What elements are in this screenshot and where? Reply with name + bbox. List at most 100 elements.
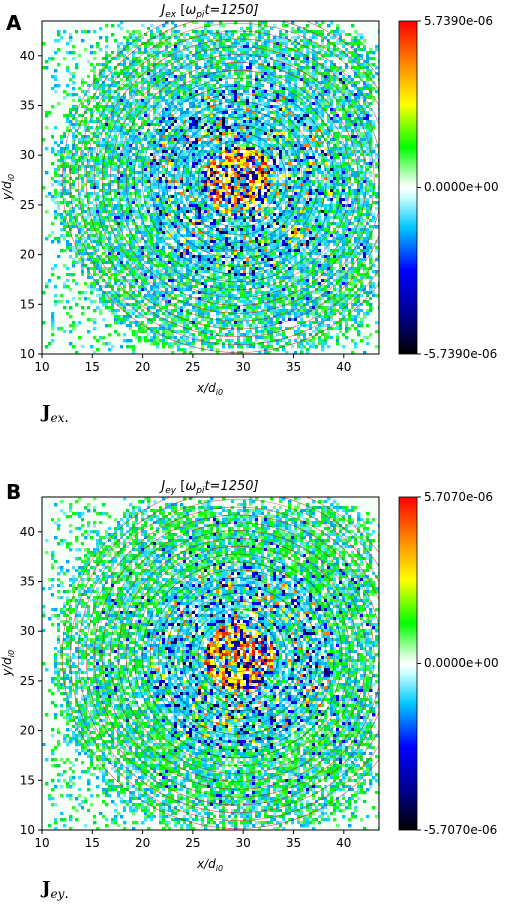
heatmap-cell bbox=[45, 111, 49, 115]
heatmap-cell bbox=[273, 72, 277, 76]
heatmap-cell bbox=[204, 42, 208, 46]
heatmap-cell bbox=[114, 150, 118, 154]
heatmap-cell bbox=[375, 144, 379, 148]
heatmap-cell bbox=[279, 150, 283, 154]
heatmap-cell bbox=[84, 144, 88, 148]
heatmap-cell bbox=[207, 120, 211, 124]
heatmap-cell bbox=[150, 132, 154, 136]
heatmap-cell bbox=[300, 156, 304, 160]
heatmap-cell bbox=[255, 117, 259, 121]
heatmap-cell bbox=[90, 117, 94, 121]
heatmap-cell bbox=[120, 21, 124, 25]
heatmap-cell bbox=[72, 102, 76, 106]
heatmap-cell bbox=[309, 162, 313, 166]
heatmap-cell bbox=[369, 75, 373, 79]
heatmap-cell bbox=[267, 108, 271, 112]
heatmap-cell bbox=[168, 120, 172, 124]
heatmap-cell bbox=[228, 72, 232, 76]
heatmap-cell bbox=[78, 102, 82, 106]
heatmap-cell bbox=[363, 45, 367, 49]
heatmap-cell bbox=[54, 81, 58, 85]
heatmap-cell bbox=[135, 72, 139, 76]
heatmap-cell bbox=[273, 99, 277, 103]
heatmap-cell bbox=[243, 84, 247, 88]
heatmap-cell bbox=[219, 87, 223, 91]
heatmap-cell bbox=[222, 156, 226, 160]
heatmap-cell bbox=[324, 156, 328, 160]
heatmap-cell bbox=[360, 78, 364, 82]
heatmap-cell bbox=[222, 159, 226, 163]
heatmap-cell bbox=[366, 165, 370, 169]
heatmap-cell bbox=[228, 144, 232, 148]
heatmap-cell bbox=[156, 72, 160, 76]
heatmap-cell bbox=[264, 123, 268, 127]
heatmap-cell bbox=[255, 99, 259, 103]
heatmap-cell bbox=[54, 69, 58, 73]
heatmap-cell bbox=[120, 75, 124, 79]
heatmap-cell bbox=[309, 138, 313, 142]
heatmap-cell bbox=[165, 174, 169, 178]
heatmap-cell bbox=[165, 57, 169, 61]
heatmap-cell bbox=[156, 93, 160, 97]
heatmap-cell bbox=[60, 60, 64, 64]
heatmap-cell bbox=[273, 24, 277, 28]
heatmap-cell bbox=[255, 87, 259, 91]
heatmap-cell bbox=[93, 84, 97, 88]
heatmap-cell bbox=[171, 105, 175, 109]
heatmap-cell bbox=[258, 57, 262, 61]
heatmap-cell bbox=[57, 144, 61, 148]
heatmap-cell bbox=[144, 171, 148, 175]
heatmap-cell bbox=[255, 57, 259, 61]
heatmap-cell bbox=[165, 129, 169, 133]
heatmap-cell bbox=[93, 159, 97, 163]
heatmap-cell bbox=[174, 174, 178, 178]
heatmap-cell bbox=[315, 57, 319, 61]
heatmap-cell bbox=[228, 138, 232, 142]
heatmap-cell bbox=[363, 90, 367, 94]
heatmap-cell bbox=[120, 114, 124, 118]
heatmap-cell bbox=[288, 48, 292, 52]
heatmap-cell bbox=[90, 60, 94, 64]
heatmap-cell bbox=[327, 72, 331, 76]
heatmap-cell bbox=[372, 123, 376, 127]
heatmap-cell bbox=[87, 141, 91, 145]
heatmap-cell bbox=[183, 114, 187, 118]
heatmap-cell bbox=[93, 138, 97, 142]
heatmap-cell bbox=[123, 60, 127, 64]
heatmap-cell bbox=[132, 117, 136, 121]
heatmap-cell bbox=[345, 156, 349, 160]
heatmap-cell bbox=[204, 132, 208, 136]
heatmap-cell bbox=[153, 33, 157, 37]
heatmap-cell bbox=[213, 153, 217, 157]
heatmap-cell bbox=[261, 84, 265, 88]
heatmap-cell bbox=[171, 69, 175, 73]
heatmap-cell bbox=[111, 84, 115, 88]
heatmap-cell bbox=[210, 102, 214, 106]
heatmap-cell bbox=[360, 36, 364, 40]
heatmap-cell bbox=[171, 81, 175, 85]
heatmap-cell bbox=[336, 129, 340, 133]
heatmap-cell bbox=[123, 102, 127, 106]
heatmap-cell bbox=[189, 99, 193, 103]
heatmap-cell bbox=[183, 96, 187, 100]
heatmap-cell bbox=[117, 171, 121, 175]
heatmap-cell bbox=[366, 123, 370, 127]
heatmap-cell bbox=[360, 66, 364, 70]
heatmap-cell bbox=[327, 51, 331, 55]
heatmap-cell bbox=[93, 96, 97, 100]
heatmap-cell bbox=[207, 78, 211, 82]
heatmap-cell bbox=[69, 39, 73, 43]
heatmap-cell bbox=[243, 150, 247, 154]
heatmap-cell bbox=[234, 42, 238, 46]
heatmap-cell bbox=[252, 165, 256, 169]
heatmap-cell bbox=[225, 117, 229, 121]
heatmap-cell bbox=[276, 75, 280, 79]
heatmap-cell bbox=[312, 51, 316, 55]
heatmap-cell bbox=[228, 93, 232, 97]
heatmap-cell bbox=[105, 63, 109, 67]
heatmap-cell bbox=[366, 66, 370, 70]
heatmap-cell bbox=[147, 54, 151, 58]
heatmap-cell bbox=[156, 63, 160, 67]
heatmap-cell bbox=[270, 48, 274, 52]
heatmap-cell bbox=[90, 165, 94, 169]
